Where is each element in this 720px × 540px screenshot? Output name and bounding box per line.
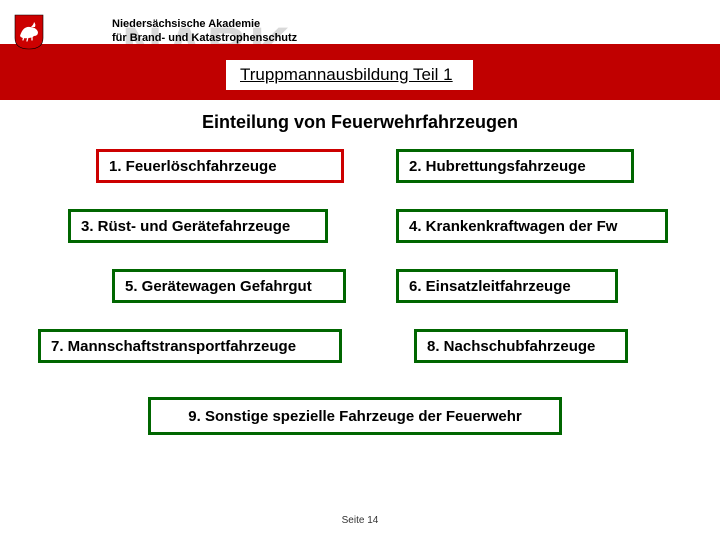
category-grid: 1. Feuerlöschfahrzeuge 2. Hubrettungsfah… (0, 149, 720, 459)
header: NABK Niedersächsische Akademie für Brand… (0, 0, 720, 100)
category-box-3: 3. Rüst- und Gerätefahrzeuge (68, 209, 328, 243)
category-box-6: 6. Einsatzleitfahrzeuge (396, 269, 618, 303)
section-heading: Einteilung von Feuerwehrfahrzeugen (0, 112, 720, 133)
category-box-9: 9. Sonstige spezielle Fahrzeuge der Feue… (148, 397, 562, 435)
org-name: Niedersächsische Akademie für Brand- und… (112, 18, 297, 46)
org-line-1: Niedersächsische Akademie (112, 18, 297, 32)
page-number: Seite 14 (0, 515, 720, 526)
category-box-2: 2. Hubrettungsfahrzeuge (396, 149, 634, 183)
category-box-8: 8. Nachschubfahrzeuge (414, 329, 628, 363)
category-box-4: 4. Krankenkraftwagen der Fw (396, 209, 668, 243)
org-line-2: für Brand- und Katastrophenschutz (112, 32, 297, 46)
coat-of-arms-icon (14, 14, 44, 50)
content-area: Einteilung von Feuerwehrfahrzeugen 1. Fe… (0, 100, 720, 459)
category-box-1: 1. Feuerlöschfahrzeuge (96, 149, 344, 183)
slide-title: Truppmannausbildung Teil 1 (226, 60, 473, 90)
category-box-5: 5. Gerätewagen Gefahrgut (112, 269, 346, 303)
category-box-7: 7. Mannschaftstransportfahrzeuge (38, 329, 342, 363)
